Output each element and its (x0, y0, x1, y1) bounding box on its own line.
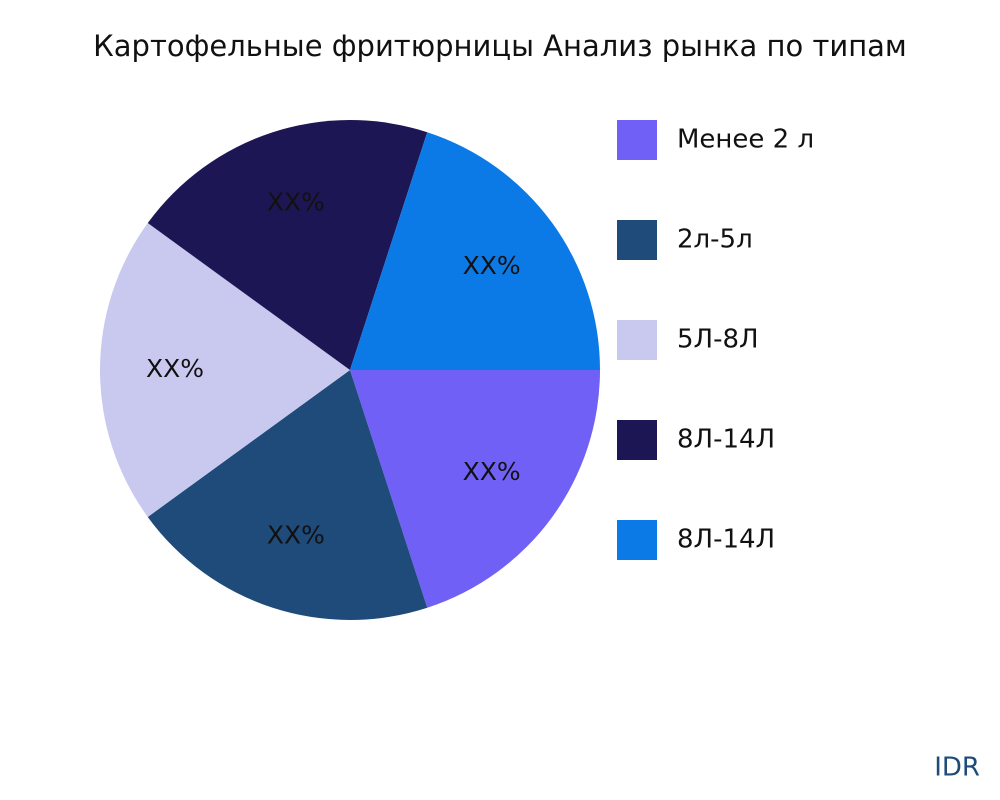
legend-swatch (617, 420, 657, 460)
pie-slice (147, 370, 428, 620)
chart-title: Картофельные фритюрницы Анализ рынка по … (93, 29, 907, 63)
legend-label: 5Л-8Л (677, 325, 759, 355)
legend-label: 2л-5л (677, 225, 753, 255)
slice-label: XX% (463, 251, 521, 280)
pie-slice (350, 370, 600, 608)
slice-label: XX% (267, 188, 325, 217)
legend-swatch (617, 520, 657, 560)
legend-label: 8Л-14Л (677, 425, 775, 455)
slice-label: XX% (267, 520, 325, 549)
slice-label: XX% (146, 354, 204, 383)
legend-swatch (617, 120, 657, 160)
legend-swatch (617, 320, 657, 360)
legend-swatch (617, 220, 657, 260)
legend-label: 8Л-14Л (677, 525, 775, 555)
pie-slice (350, 132, 600, 370)
pie-slice (100, 223, 350, 517)
watermark: IDR (934, 753, 980, 783)
pie-slice (147, 120, 428, 370)
legend-label: Менее 2 л (677, 125, 814, 155)
slice-label: XX% (463, 457, 521, 486)
